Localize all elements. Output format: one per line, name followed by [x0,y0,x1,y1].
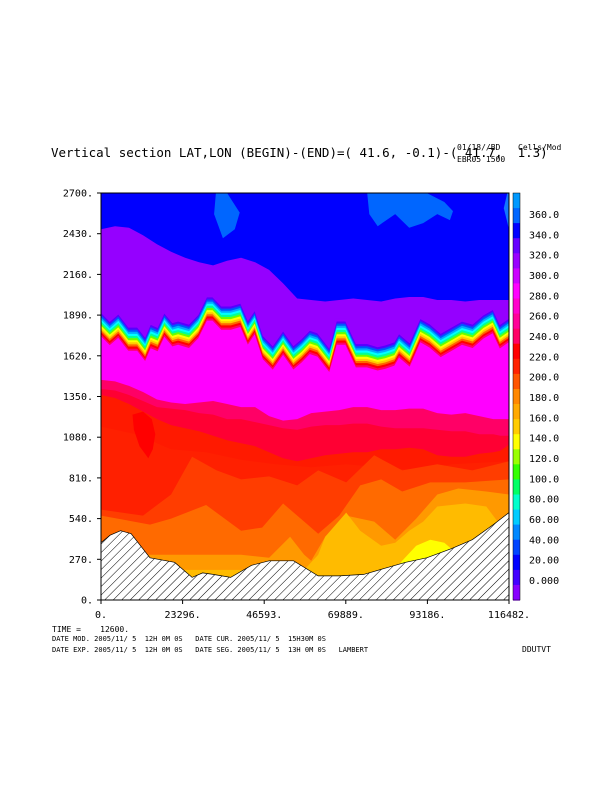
colorbar-label: 100.0 [529,474,559,485]
plot-field [101,193,509,600]
time-line: TIME = 12600. [52,625,130,634]
y-tick-label: 810. [69,473,93,484]
blob-red [132,411,156,459]
x-tick-label: 116482. [488,610,530,621]
colorbar-swatch [513,208,520,224]
colorbar-swatch [513,449,520,465]
x-tick-label: 0. [95,610,107,621]
colorbar-swatch [513,419,520,435]
y-tick-label: 0. [81,596,93,607]
colorbar-swatch [513,238,520,254]
colorbar-label: 40.00 [529,535,559,546]
colorbar-swatch [513,343,520,360]
y-tick-label: 2700. [63,189,93,200]
colorbar-label: 280.0 [529,291,559,302]
colorbar-swatch [513,509,520,526]
variable-name: DDUTVT [522,645,551,654]
colorbar-swatch [513,479,520,496]
colorbar-label: 0.000 [529,576,559,587]
colorbar-frame [512,192,521,601]
y-tick-label: 1080. [63,433,93,444]
colorbar-label: 300.0 [529,271,559,282]
y-tick-label: 1350. [63,392,93,403]
colorbar-label: 320.0 [529,251,559,262]
date-exp-line: DATE EXP. 2005/11/ 5 12H 0M 0S DATE SEG.… [52,646,369,654]
colorbar-swatch [513,524,520,541]
front-stripe [101,294,509,349]
colorbar-swatch [513,298,520,315]
colorbar-swatch [513,554,520,571]
x-tick-label: 93186. [409,610,445,621]
x-tick-label: 23296. [165,610,201,621]
colorbar-label: 60.00 [529,515,559,526]
band-lightblue1 [214,193,240,239]
run-id: EBR05 1500 [457,155,506,164]
colorbar-label: 340.0 [529,230,559,241]
colorbar-swatch [513,193,520,209]
date-code: 01/18//BD [457,143,501,152]
band-lightblue2 [367,193,453,228]
colorbar-swatch [513,494,520,511]
x-tick-label: 69889. [328,610,364,621]
colorbar-swatch [513,313,520,330]
y-tick-label: 270. [69,555,93,566]
terrain-mask [101,512,509,600]
colorbar-swatch [513,223,520,239]
date-mod-line: DATE MOD. 2005/11/ 5 12H 0M 0S DATE CUR.… [52,635,326,643]
x-tick-label: 46593. [246,610,282,621]
colorbar-label: 220.0 [529,352,559,363]
colorbar-swatch [513,434,520,450]
colorbar-swatch [513,569,520,586]
colorbar-label: 180.0 [529,393,559,404]
colorbar-swatch [513,389,520,405]
y-tick-label: 2430. [63,229,93,240]
band-cyanish [503,193,509,230]
chart-title: Vertical section LAT,LON (BEGIN)-(END)=(… [51,145,548,160]
colorbar-label: 80.00 [529,495,559,506]
colorbar-swatch [513,268,520,285]
colorbar-swatch [513,328,520,345]
colorbar-label: 120.0 [529,454,559,465]
colorbar-swatch [513,404,520,420]
colorbar-label: 260.0 [529,312,559,323]
colorbar-swatch [513,358,520,375]
colorbar-swatch [513,584,520,601]
colorbar-swatch [513,464,520,480]
y-tick-label: 2160. [63,270,93,281]
units-label: Cells/Mod [518,143,562,152]
colorbar-label: 20.00 [529,556,559,567]
colorbar-swatch [513,539,520,556]
colorbar-label: 240.0 [529,332,559,343]
y-tick-label: 1620. [63,351,93,362]
y-tick-label: 1890. [63,311,93,322]
colorbar-swatch [513,253,520,269]
y-tick-label: 540. [69,514,93,525]
colorbar-swatch [513,283,520,300]
colorbar-label: 200.0 [529,373,559,384]
colorbar-label: 160.0 [529,413,559,424]
colorbar-swatch [513,373,520,390]
colorbar-label: 360.0 [529,210,559,221]
colorbar-label: 140.0 [529,434,559,445]
